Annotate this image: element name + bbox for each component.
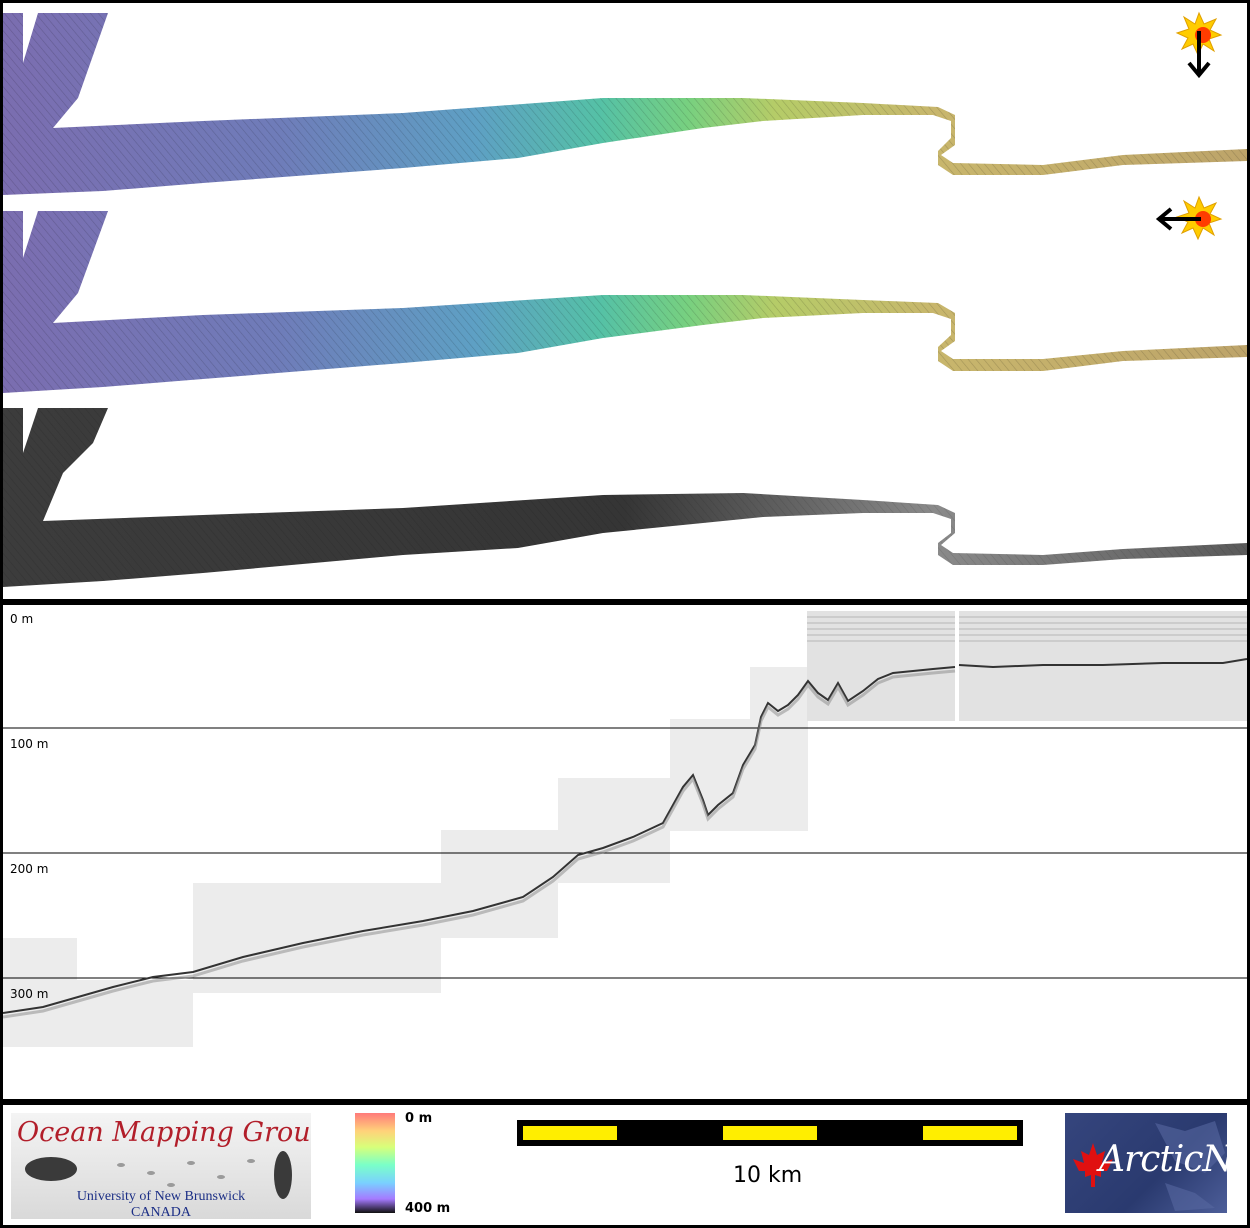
arrow-down-icon: [1187, 31, 1211, 79]
depth-label-300: 300 m: [10, 987, 49, 1001]
vessel-graphic: [25, 1151, 292, 1199]
depth-profile-panel: 0 m 100 m 200 m 300 m: [3, 605, 1247, 1099]
arrow-left-icon: [1155, 207, 1201, 231]
backscatter-swath: [3, 408, 1247, 587]
omg-country: CANADA: [131, 1205, 191, 1219]
bathymetry-swath-north-illumination: [3, 13, 1247, 195]
maple-leaf-icon: [1073, 1143, 1113, 1187]
bathymetry-swath-east-illumination: [3, 211, 1247, 393]
depth-label-200: 200 m: [10, 862, 49, 876]
arcticnet-logo: ArcticNet: [1065, 1113, 1227, 1213]
colorbar-bottom-label: 400 m: [405, 1201, 451, 1216]
arcticnet-text: ArcticNet: [1099, 1139, 1227, 1180]
scale-segment: [523, 1126, 617, 1140]
omg-university: University of New Brunswick: [76, 1189, 246, 1204]
depth-label-100: 100 m: [10, 737, 49, 751]
ocean-mapping-group-logo: Ocean Mapping Group University of New Br…: [11, 1113, 311, 1219]
scale-bar: [517, 1120, 1023, 1146]
echogram-blocks: [3, 611, 1247, 1047]
footer-panel: Ocean Mapping Group University of New Br…: [3, 1105, 1247, 1225]
scale-label: 10 km: [733, 1163, 803, 1188]
swath-maps: [3, 11, 1247, 587]
colorbar-top-label: 0 m: [405, 1111, 433, 1126]
scale-segment: [923, 1126, 1017, 1140]
swath-maps-panel: [3, 3, 1247, 599]
depth-label-0: 0 m: [10, 612, 34, 626]
scale-segment: [723, 1126, 817, 1140]
depth-profile: [3, 611, 1247, 1047]
depth-gridlines: [3, 727, 1247, 979]
water-column-noise: [807, 616, 1247, 642]
depth-colorbar: [355, 1113, 395, 1213]
omg-title: Ocean Mapping Group: [17, 1117, 311, 1148]
